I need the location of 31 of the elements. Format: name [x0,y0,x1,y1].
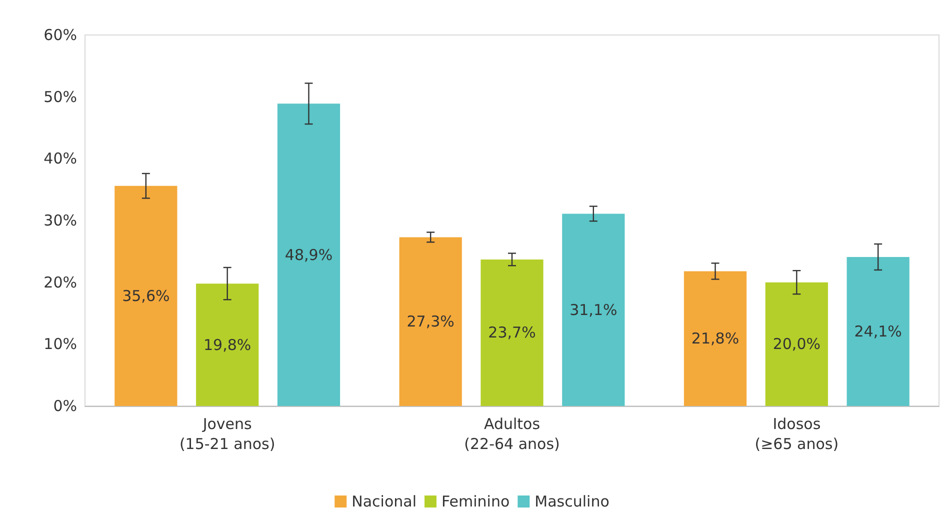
y-tick-label: 60% [44,26,77,44]
data-label: 23,7% [488,324,536,342]
y-tick-label: 50% [44,88,77,106]
y-tick-label: 30% [44,212,77,230]
bar [765,282,828,406]
x-tick-label: Jovens (15-21 anos) [179,415,276,453]
data-label: 19,8% [204,336,252,354]
bar [399,237,462,406]
x-tick-label: Idosos (≥65 anos) [754,415,839,453]
y-tick-label: 20% [44,273,77,292]
data-label: 35,6% [122,286,170,305]
y-tick-label: 10% [44,335,77,354]
bar [480,259,544,406]
data-label: 21,8% [691,330,740,348]
y-tick-label: 0% [53,397,77,415]
data-label: 20,0% [772,335,820,354]
bar [277,104,340,406]
x-tick-label: Adultos (22-64 anos) [464,415,560,453]
bar [114,186,178,406]
data-label: 31,1% [570,300,618,319]
bar [562,214,625,406]
bar [684,271,747,406]
legend-label: Feminino [441,492,510,510]
data-label: 24,1% [854,322,902,340]
y-tick-label: 40% [44,150,77,168]
bar [196,284,259,406]
data-label: 48,9% [284,246,333,264]
legend-label: Nacional [352,492,416,510]
legend-label: Masculino [534,492,610,510]
bar [846,256,910,406]
data-label: 27,3% [406,312,454,331]
